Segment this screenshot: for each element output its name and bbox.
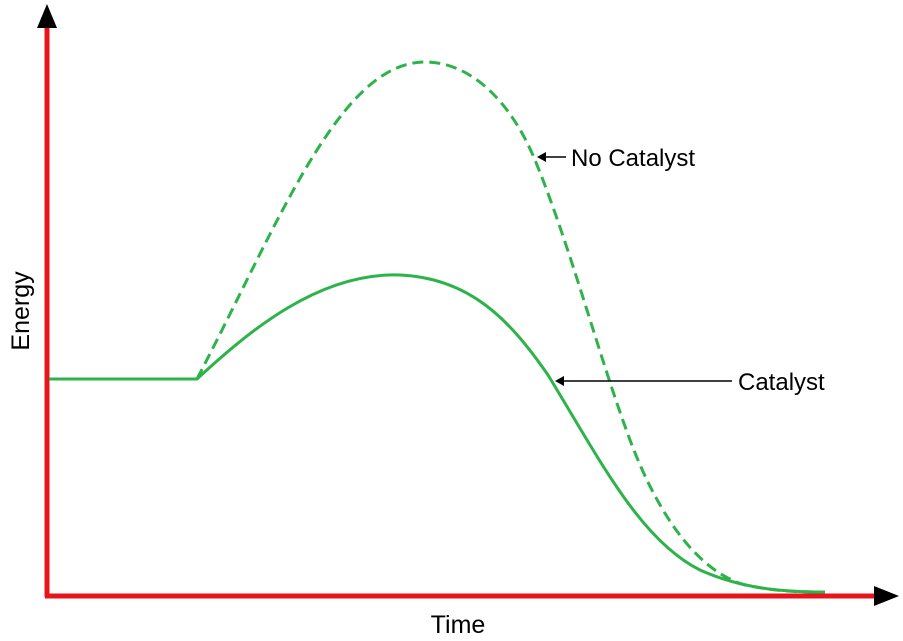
no-catalyst-curve: [195, 60, 826, 594]
catalyst-label: Catalyst: [738, 369, 825, 396]
x-axis-arrowhead: [874, 586, 899, 606]
no-catalyst-label: No Catalyst: [571, 145, 695, 172]
catalyst-curve: [49, 273, 826, 594]
no-catalyst-pointer: [537, 152, 566, 162]
catalyst-pointer: [555, 376, 732, 386]
x-axis-label: Time: [431, 611, 486, 639]
y-axis-label: Energy: [7, 271, 35, 351]
y-axis-arrowhead: [37, 4, 57, 28]
